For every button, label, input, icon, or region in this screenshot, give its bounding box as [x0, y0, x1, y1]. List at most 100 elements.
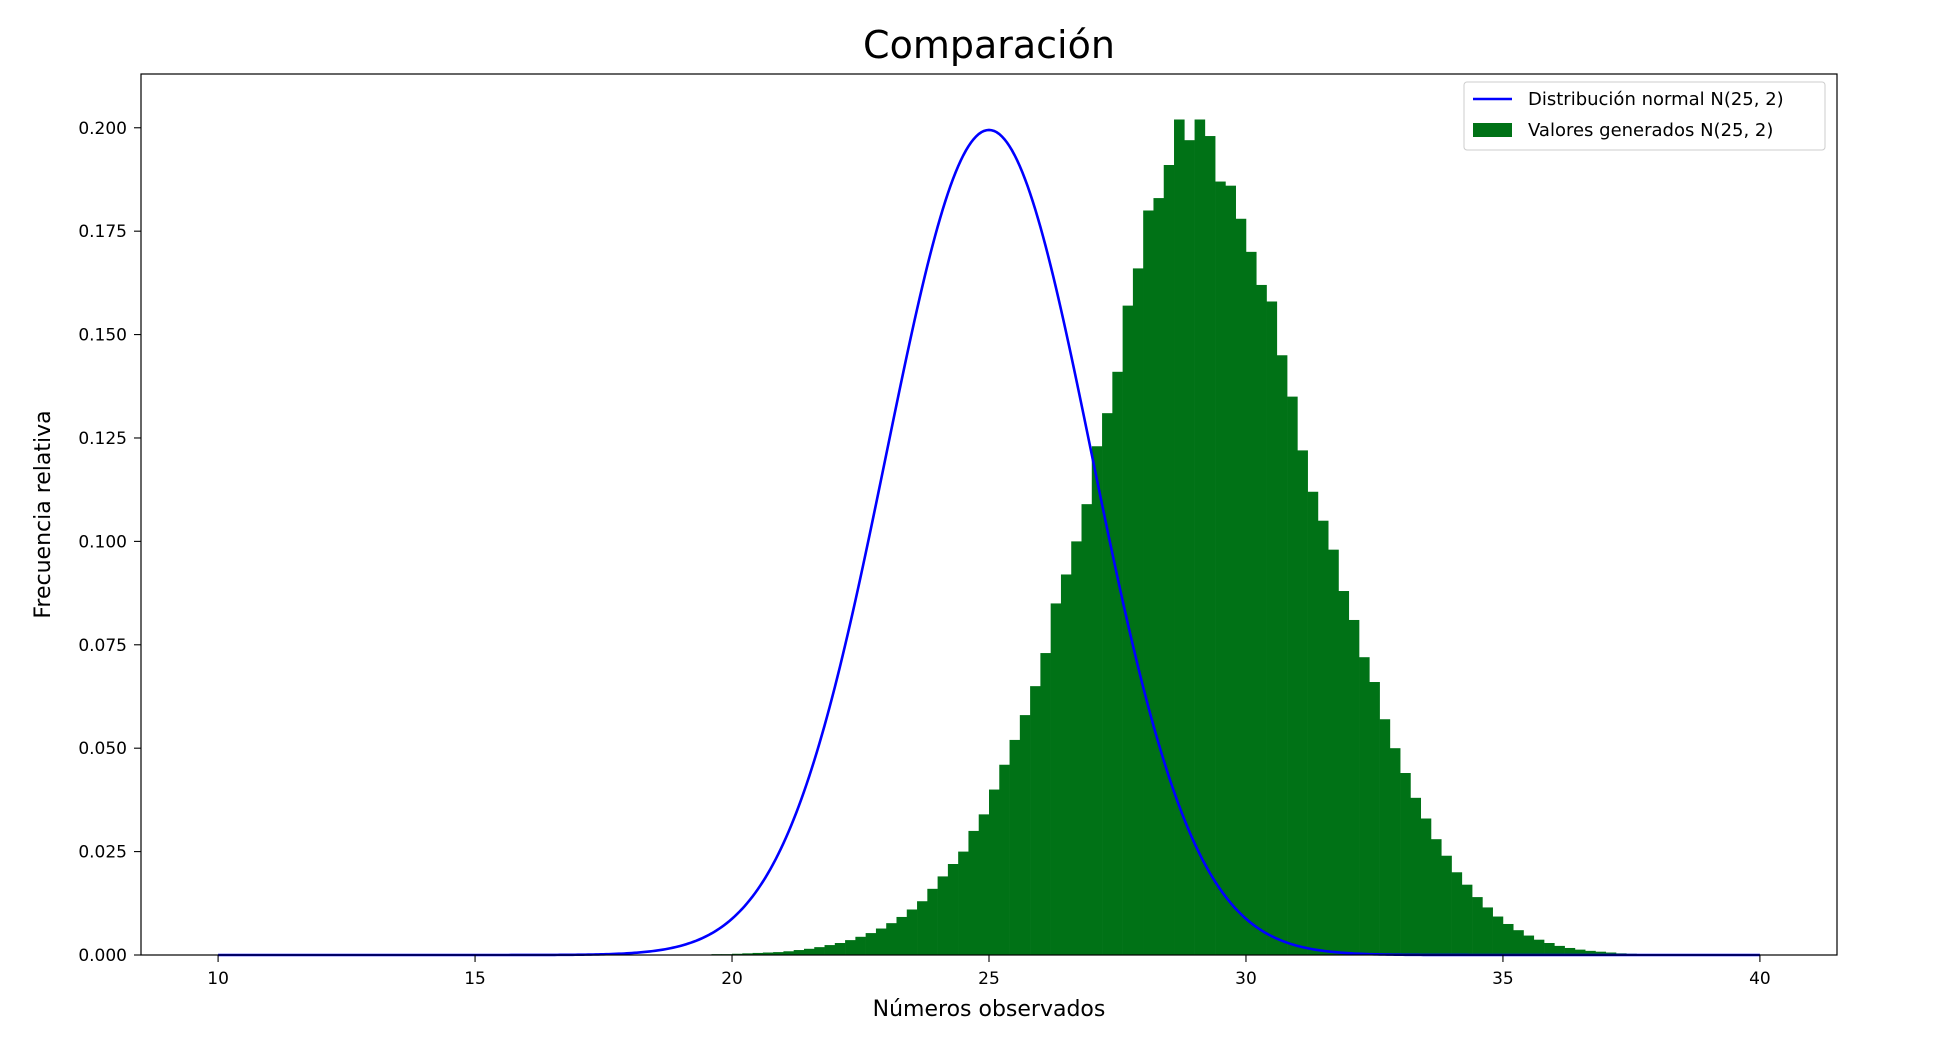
histogram-bar: [886, 923, 897, 955]
histogram-bar: [875, 928, 887, 955]
histogram-bar: [1071, 541, 1082, 955]
histogram-bar: [1359, 657, 1370, 955]
histogram-bar: [1338, 591, 1350, 955]
y-tick-label: 0.100: [78, 532, 127, 552]
histogram-bar: [1225, 185, 1236, 956]
histogram-bar: [1194, 119, 1206, 955]
x-axis-ticks: 10 15 20 25 30 35 40: [207, 955, 1771, 989]
histogram-bar: [1091, 446, 1103, 955]
histogram-bar: [865, 933, 877, 955]
histogram-bar: [824, 945, 836, 955]
histogram-bar: [762, 952, 774, 955]
x-tick-label: 25: [978, 969, 1000, 989]
histogram-bars: [680, 119, 1689, 956]
histogram-bar: [1256, 284, 1267, 955]
histogram-bar: [1174, 119, 1185, 955]
histogram-bar: [1430, 839, 1442, 955]
histogram-bar: [1348, 619, 1360, 955]
histogram-bar: [793, 950, 805, 955]
histogram-bar: [752, 952, 764, 955]
y-axis-label: Frecuencia relativa: [31, 410, 56, 618]
histogram-bar: [1102, 413, 1113, 955]
legend-bar-swatch: [1473, 123, 1512, 137]
histogram-bar: [1276, 355, 1288, 956]
histogram-bar: [1297, 450, 1308, 955]
y-tick-label: 0.125: [78, 429, 127, 449]
histogram-bar: [1081, 504, 1093, 955]
x-tick-label: 20: [721, 969, 743, 989]
histogram-bar: [814, 947, 825, 955]
y-tick-label: 0.000: [78, 946, 127, 966]
x-tick-label: 15: [464, 969, 486, 989]
histogram-bar: [958, 851, 969, 955]
histogram-bar: [834, 943, 846, 955]
histogram-bar: [1379, 719, 1391, 955]
histogram-bar: [1266, 301, 1278, 955]
histogram-bar: [1307, 491, 1319, 955]
histogram-bar: [896, 916, 908, 955]
histogram-bar: [978, 814, 990, 955]
histogram-bar: [1389, 748, 1401, 955]
histogram-bar: [1153, 198, 1165, 956]
histogram-bar: [1245, 251, 1257, 955]
histogram-bar: [1040, 653, 1051, 955]
histogram-bar: [1112, 371, 1123, 955]
histogram-bar: [1451, 872, 1463, 955]
histogram-bar: [1595, 951, 1607, 955]
histogram-bar: [1533, 939, 1545, 955]
histogram-bar: [1030, 686, 1041, 955]
y-tick-label: 0.075: [78, 636, 127, 656]
histogram-bar: [1122, 305, 1134, 956]
histogram-bar: [1554, 945, 1565, 955]
histogram-bar: [1400, 773, 1411, 955]
y-axis-ticks: 0.000 0.025 0.050 0.075 0.100 0.125 0.150 0.175…: [78, 119, 141, 966]
y-tick-label: 0.175: [78, 222, 127, 242]
histogram-bar: [1019, 715, 1031, 955]
histogram-bar: [1410, 797, 1422, 955]
histogram-bar: [773, 952, 784, 955]
histogram-bar: [1132, 268, 1144, 955]
histogram-bar: [1163, 164, 1175, 955]
histogram-bar: [1215, 181, 1226, 955]
histogram-bar: [906, 909, 918, 955]
histogram-bar: [1492, 916, 1504, 955]
histogram-bar: [989, 789, 1000, 955]
histogram-bar: [1317, 520, 1329, 955]
histogram-bar: [845, 940, 856, 955]
y-tick-label: 0.150: [78, 326, 127, 346]
histogram-bar: [1564, 947, 1576, 955]
histogram-bar: [732, 953, 743, 955]
histogram-bar: [1585, 950, 1596, 955]
y-tick-label: 0.025: [78, 843, 127, 863]
histogram-bar: [1461, 884, 1473, 955]
x-tick-label: 40: [1749, 969, 1771, 989]
legend-line-label: Distribución normal N(25, 2): [1528, 89, 1784, 110]
histogram-bar: [1184, 140, 1195, 955]
histogram-bar: [947, 864, 959, 955]
histogram-bar: [1060, 574, 1072, 955]
histogram-bar: [1513, 930, 1524, 955]
histogram-bar: [1420, 818, 1432, 955]
histogram-bar: [1472, 897, 1483, 955]
x-tick-label: 35: [1492, 969, 1514, 989]
x-tick-label: 30: [1235, 969, 1257, 989]
histogram-bar: [803, 948, 815, 955]
histogram-bar: [968, 830, 980, 955]
histogram-bar: [783, 951, 795, 955]
y-tick-label: 0.050: [78, 739, 127, 759]
histogram-bar: [917, 901, 928, 955]
x-tick-label: 10: [207, 969, 229, 989]
histogram-bar: [1204, 136, 1216, 956]
legend-box: [1463, 81, 1826, 151]
legend-bar-label: Valores generados N(25, 2): [1528, 120, 1773, 141]
legend: Distribución normal N(25, 2) Valores gen…: [1463, 81, 1826, 151]
histogram-bar: [1009, 739, 1021, 955]
histogram-bar: [1482, 907, 1493, 955]
x-axis-label: Números observados: [873, 997, 1106, 1022]
y-tick-label: 0.200: [78, 119, 127, 139]
histogram-bar: [1050, 603, 1062, 955]
histogram-bar: [937, 876, 949, 955]
histogram-bar: [1235, 218, 1247, 955]
